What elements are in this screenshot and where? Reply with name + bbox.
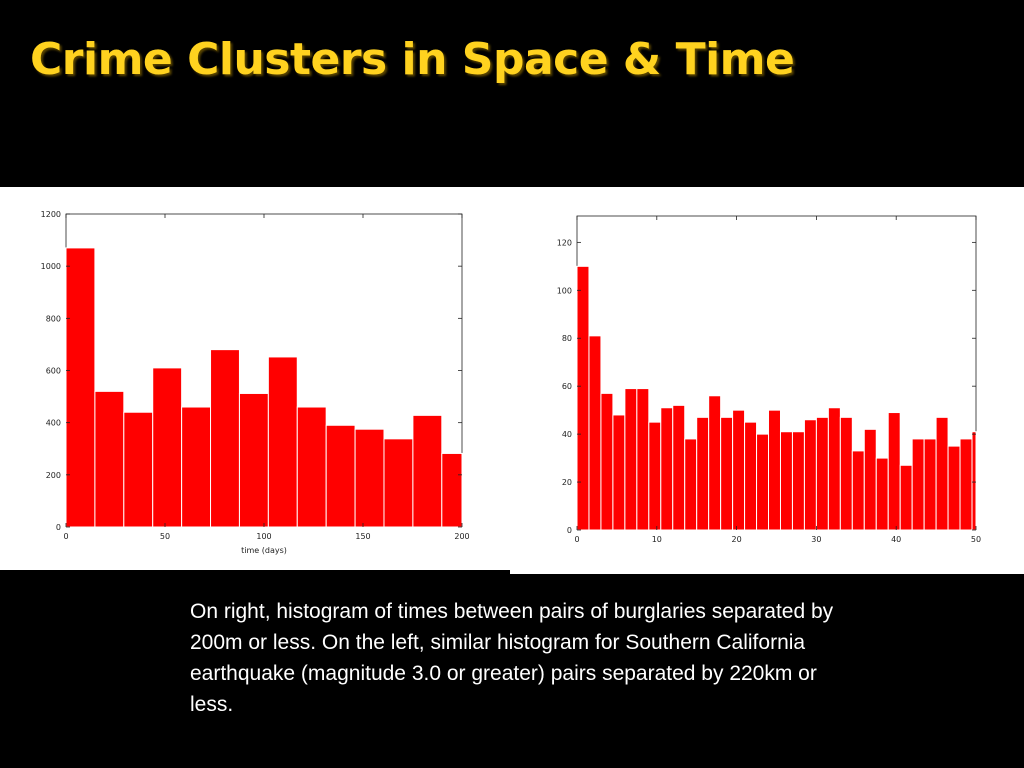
burg-ytick-label: 80 (562, 334, 572, 343)
burg-bar (588, 335, 602, 531)
burg-bar (887, 412, 901, 531)
eq-xtick-label: 100 (256, 532, 271, 541)
burg-bar (636, 388, 650, 531)
eq-bar (181, 406, 212, 528)
eq-bar (267, 356, 298, 528)
burg-bar (600, 392, 614, 531)
burg-ytick-label: 20 (562, 478, 572, 487)
burglary-histogram: 0 20 40 60 80 100 120 0 10 20 30 40 50 (557, 215, 981, 544)
eq-bar (325, 424, 356, 528)
burg-bar (899, 464, 913, 531)
burg-bar (708, 395, 722, 531)
eq-bar (123, 411, 154, 528)
burg-ytick-label: 60 (562, 382, 572, 391)
eq-bar (65, 247, 96, 528)
burg-bar (827, 407, 841, 531)
burg-ytick-label: 100 (557, 286, 572, 295)
burg-bar (935, 416, 949, 531)
burg-bar (959, 438, 973, 531)
burg-xtick-label: 20 (732, 535, 742, 544)
earthquake-histogram-panel: 0 200 400 600 800 1000 1200 0 50 100 150 200 time (d… (0, 187, 510, 570)
burg-bar (839, 416, 853, 531)
burg-bar (576, 265, 590, 531)
burg-bar (768, 409, 781, 531)
eq-ytick-label: 800 (46, 314, 61, 323)
burg-bar (875, 457, 889, 531)
burg-bar (923, 438, 937, 531)
burg-ytick-label: 0 (567, 526, 572, 535)
eq-ytick-label: 0 (56, 523, 61, 532)
burg-bar (791, 431, 805, 531)
burg-xtick-label: 10 (652, 535, 662, 544)
eq-ytick-label: 1000 (41, 262, 61, 271)
eq-bar (354, 428, 385, 528)
slide-caption: On right, histogram of times between pai… (190, 600, 834, 716)
eq-bar (94, 390, 125, 528)
eq-bar (152, 367, 183, 528)
slide-title: Crime Clusters in Space & Time (30, 34, 795, 85)
burg-bar (660, 407, 674, 531)
burg-bar (815, 416, 829, 531)
burg-bar (803, 419, 817, 531)
eq-x-axis-label: time (days) (241, 546, 287, 555)
earthquake-histogram: 0 200 400 600 800 1000 1200 0 50 100 150 200 time (d… (41, 210, 470, 555)
eq-ytick-label: 1200 (41, 210, 61, 219)
burg-bar (732, 409, 746, 531)
eq-ytick-label: 600 (46, 367, 61, 376)
burg-xtick-label: 0 (574, 535, 579, 544)
eq-bar (296, 406, 327, 528)
eq-ytick-label: 200 (46, 471, 61, 480)
eq-bar (441, 452, 463, 528)
burg-bar (851, 450, 865, 531)
burg-bar (911, 438, 925, 531)
burg-xtick-label: 50 (971, 535, 981, 544)
burg-ytick-label: 40 (562, 430, 572, 439)
eq-bar (210, 349, 240, 528)
burg-xtick-label: 40 (891, 535, 901, 544)
burg-ytick-label: 120 (557, 238, 572, 247)
burg-bar (744, 421, 758, 531)
burg-bar (779, 431, 793, 531)
burg-bar (612, 414, 626, 531)
burg-bar (672, 404, 686, 531)
burg-bar (863, 428, 877, 531)
burg-bar (648, 421, 662, 531)
burg-bar (756, 433, 770, 531)
eq-ytick-label: 400 (46, 419, 61, 428)
burg-bar (624, 388, 638, 531)
eq-xtick-label: 50 (160, 532, 170, 541)
eq-bar (412, 414, 443, 528)
eq-xtick-label: 200 (454, 532, 469, 541)
eq-xtick-label: 150 (355, 532, 370, 541)
burg-bar (947, 445, 961, 531)
eq-bar (238, 392, 269, 528)
burg-bar (720, 416, 734, 531)
burg-xtick-label: 30 (811, 535, 821, 544)
burg-bar (696, 416, 710, 531)
eq-bar (383, 438, 414, 528)
burg-bar (684, 438, 698, 531)
burg-bar (971, 431, 977, 531)
eq-xtick-label: 0 (63, 532, 68, 541)
burglary-histogram-panel: 0 20 40 60 80 100 120 0 10 20 30 40 50 (510, 187, 1024, 574)
